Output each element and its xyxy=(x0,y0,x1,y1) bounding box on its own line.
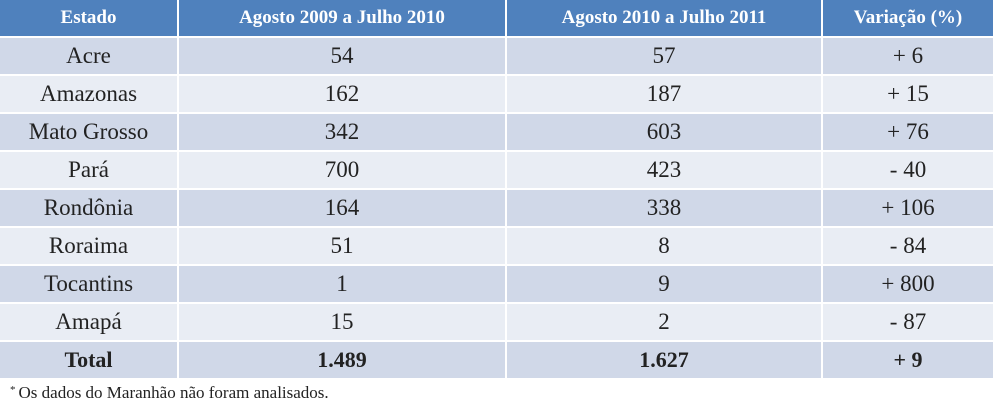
table-row: Rondônia 164 338 + 106 xyxy=(0,188,993,227)
footnote-text: Os dados do Maranhão não foram analisado… xyxy=(18,383,329,402)
header-row: Estado Agosto 2009 a Julho 2010 Agosto 2… xyxy=(0,0,993,37)
table-row: Pará 700 423 - 40 xyxy=(0,150,993,189)
total-value-2010-2011: 1.627 xyxy=(506,340,823,378)
table-row: Roraima 51 8 - 84 xyxy=(0,226,993,265)
cell-estado: Roraima xyxy=(0,226,179,265)
cell-variacao: + 6 xyxy=(822,36,993,75)
cell-estado: Tocantins xyxy=(0,264,179,303)
cell-estado: Amazonas xyxy=(0,74,179,113)
total-variacao: + 9 xyxy=(822,340,993,378)
table-row: Tocantins 1 9 + 800 xyxy=(0,264,993,303)
cell-value-2010-2011: 8 xyxy=(506,226,823,265)
cell-value-2010-2011: 57 xyxy=(506,36,823,75)
total-row: Total 1.489 1.627 + 9 xyxy=(0,340,993,378)
cell-value-2009-2010: 51 xyxy=(178,226,507,265)
cell-value-2009-2010: 342 xyxy=(178,112,507,151)
cell-value-2009-2010: 1 xyxy=(178,264,507,303)
cell-value-2010-2011: 187 xyxy=(506,74,823,113)
cell-estado: Rondônia xyxy=(0,188,179,227)
cell-variacao: + 800 xyxy=(822,264,993,303)
cell-value-2010-2011: 423 xyxy=(506,150,823,189)
cell-variacao: + 106 xyxy=(822,188,993,227)
cell-estado: Pará xyxy=(0,150,179,189)
header-period-2010-2011: Agosto 2010 a Julho 2011 xyxy=(506,0,823,37)
cell-value-2009-2010: 700 xyxy=(178,150,507,189)
cell-variacao: - 84 xyxy=(822,226,993,265)
total-label: Total xyxy=(0,340,179,378)
table-row: Acre 54 57 + 6 xyxy=(0,36,993,75)
cell-value-2010-2011: 2 xyxy=(506,302,823,341)
cell-value-2009-2010: 164 xyxy=(178,188,507,227)
table-row: Amazonas 162 187 + 15 xyxy=(0,74,993,113)
cell-value-2009-2010: 54 xyxy=(178,36,507,75)
cell-estado: Acre xyxy=(0,36,179,75)
cell-value-2010-2011: 338 xyxy=(506,188,823,227)
table-row: Amapá 15 2 - 87 xyxy=(0,302,993,341)
total-value-2009-2010: 1.489 xyxy=(178,340,507,378)
header-variacao: Variação (%) xyxy=(822,0,993,37)
cell-value-2009-2010: 15 xyxy=(178,302,507,341)
cell-value-2010-2011: 603 xyxy=(506,112,823,151)
footnote-marker: * xyxy=(10,384,16,396)
footnote: * Os dados do Maranhão não foram analisad… xyxy=(10,383,329,403)
cell-variacao: + 15 xyxy=(822,74,993,113)
cell-value-2010-2011: 9 xyxy=(506,264,823,303)
header-period-2009-2010: Agosto 2009 a Julho 2010 xyxy=(178,0,507,37)
cell-variacao: - 40 xyxy=(822,150,993,189)
table-row: Mato Grosso 342 603 + 76 xyxy=(0,112,993,151)
data-table-container: Estado Agosto 2009 a Julho 2010 Agosto 2… xyxy=(0,0,993,378)
cell-estado: Mato Grosso xyxy=(0,112,179,151)
cell-variacao: + 76 xyxy=(822,112,993,151)
data-table: Estado Agosto 2009 a Julho 2010 Agosto 2… xyxy=(0,0,993,378)
cell-variacao: - 87 xyxy=(822,302,993,341)
header-estado: Estado xyxy=(0,0,179,37)
cell-estado: Amapá xyxy=(0,302,179,341)
cell-value-2009-2010: 162 xyxy=(178,74,507,113)
